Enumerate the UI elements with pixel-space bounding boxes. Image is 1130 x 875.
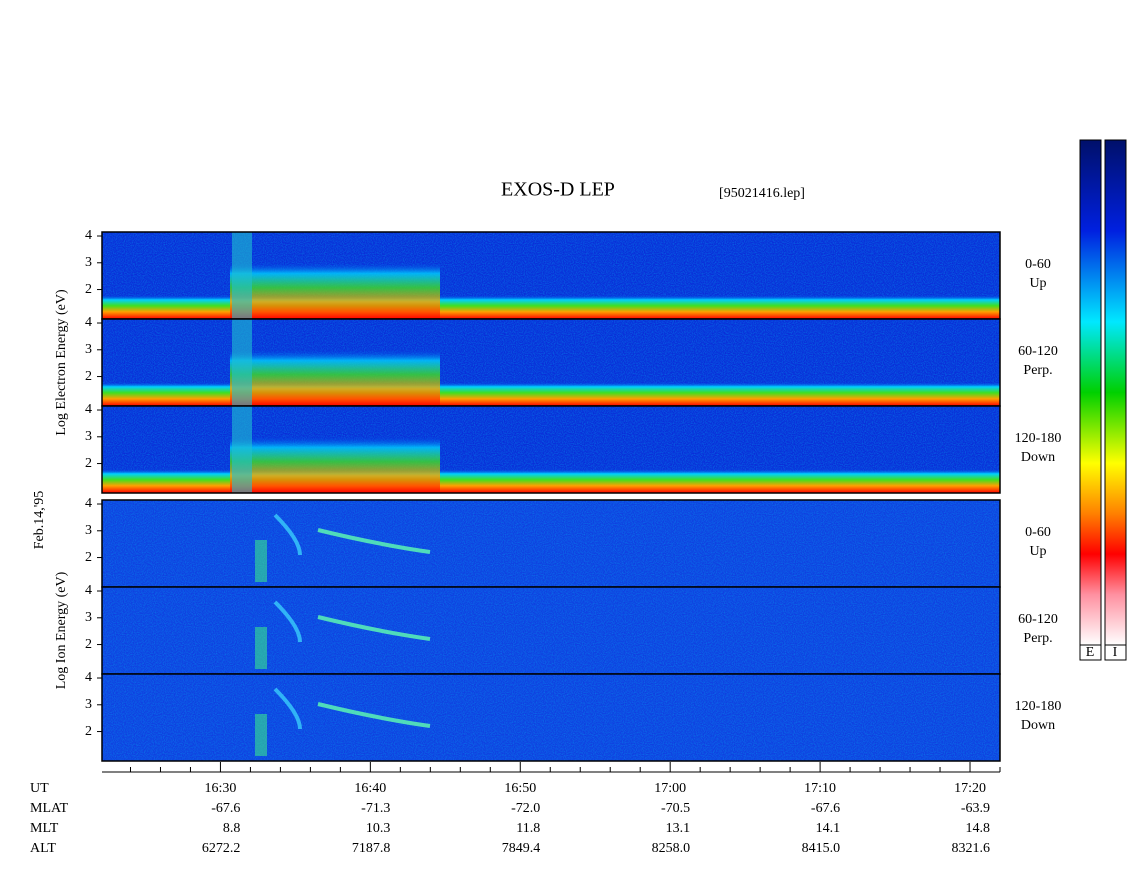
ephemeris-value: -63.9 [961, 801, 990, 816]
ephemeris-value: 14.1 [816, 821, 841, 836]
y-tick-label: 3 [85, 523, 92, 538]
ephemeris-value: 11.8 [516, 821, 540, 836]
ephemeris-label: MLT [30, 821, 59, 836]
panel-noise [102, 674, 1000, 761]
electron-burst [230, 349, 440, 406]
panel-direction: Up [1029, 544, 1046, 559]
date-label: Feb.14,'95 [32, 491, 47, 550]
y-tick-label: 2 [85, 724, 92, 739]
x-tick-label: 16:50 [504, 781, 536, 796]
y-tick-label: 4 [85, 496, 92, 511]
ephemeris-value: 10.3 [366, 821, 391, 836]
panel-direction: Perp. [1023, 363, 1052, 378]
panel-angle: 0-60 [1025, 257, 1051, 272]
ephemeris-value: 8258.0 [652, 841, 691, 856]
ephemeris-value: 13.1 [666, 821, 691, 836]
ephemeris-value: 8415.0 [802, 841, 841, 856]
ion-burst [255, 540, 267, 582]
panel-direction: Up [1029, 276, 1046, 291]
y-tick-label: 3 [85, 429, 92, 444]
ion-burst [255, 714, 267, 756]
ephemeris-value: 7187.8 [352, 841, 391, 856]
colorbar-label: I [1113, 645, 1118, 660]
file-label: [95021416.lep] [719, 186, 805, 201]
panel-angle: 120-180 [1015, 431, 1062, 446]
electron-burst [232, 319, 252, 406]
colorbar [1104, 139, 1127, 646]
ephemeris-value: 8321.6 [952, 841, 991, 856]
ephemeris-value: -72.0 [511, 801, 540, 816]
ion-streak [273, 513, 302, 556]
ephemeris-value: 14.8 [966, 821, 991, 836]
ephemeris-value: -67.6 [211, 801, 240, 816]
electron-burst [232, 232, 252, 319]
x-tick-label: 17:10 [804, 781, 836, 796]
chart-title: EXOS-D LEP [501, 179, 615, 201]
panel-angle: 120-180 [1015, 699, 1062, 714]
ion-streak [317, 528, 431, 554]
y-tick-label: 2 [85, 369, 92, 384]
panel-direction: Down [1021, 718, 1055, 733]
x-axis-label: UT [30, 781, 49, 796]
electron-burst [232, 406, 252, 493]
ephemeris-value: -67.6 [811, 801, 840, 816]
panel-noise [102, 500, 1000, 587]
panel-angle: 0-60 [1025, 525, 1051, 540]
panel-frame [101, 673, 1001, 762]
ephemeris-value: 8.8 [223, 821, 241, 836]
y-tick-label: 4 [85, 228, 92, 243]
y-tick-label: 4 [85, 583, 92, 598]
colorbar-box [1079, 644, 1102, 661]
ephemeris-label: ALT [30, 841, 56, 856]
panel-frame [101, 405, 1001, 494]
panel-angle: 60-120 [1018, 344, 1058, 359]
ion-streak [317, 702, 431, 728]
y-tick-label: 2 [85, 456, 92, 471]
ephemeris-value: -71.3 [361, 801, 390, 816]
ion-streak [273, 687, 302, 730]
y-tick-label: 3 [85, 342, 92, 357]
y-tick-label: 3 [85, 697, 92, 712]
y-tick-label: 4 [85, 402, 92, 417]
y-tick-label: 4 [85, 670, 92, 685]
ion-streak [273, 600, 302, 643]
electron-burst [230, 262, 440, 319]
colorbar-box [1104, 644, 1127, 661]
y-tick-label: 2 [85, 550, 92, 565]
y-tick-label: 3 [85, 255, 92, 270]
electron-burst [230, 436, 440, 493]
ion-burst [255, 627, 267, 669]
x-tick-label: 16:40 [354, 781, 386, 796]
y-tick-label: 2 [85, 282, 92, 297]
y-axis-label: Log Ion Energy (eV) [54, 571, 69, 689]
panel-noise [102, 587, 1000, 674]
panel-direction: Perp. [1023, 631, 1052, 646]
y-tick-label: 3 [85, 610, 92, 625]
x-tick-label: 17:20 [954, 781, 986, 796]
x-tick-label: 17:00 [654, 781, 686, 796]
y-tick-label: 4 [85, 315, 92, 330]
ephemeris-value: 7849.4 [502, 841, 541, 856]
ephemeris-value: 6272.2 [202, 841, 241, 856]
x-tick-label: 16:30 [204, 781, 236, 796]
colorbar-label: E [1086, 645, 1095, 660]
ion-streak [317, 615, 431, 641]
y-tick-label: 2 [85, 637, 92, 652]
colorbar [1079, 139, 1102, 646]
panel-direction: Down [1021, 450, 1055, 465]
y-axis-label: Log Electron Energy (eV) [54, 289, 69, 436]
ephemeris-value: -70.5 [661, 801, 690, 816]
panel-angle: 60-120 [1018, 612, 1058, 627]
ephemeris-label: MLAT [30, 801, 69, 816]
